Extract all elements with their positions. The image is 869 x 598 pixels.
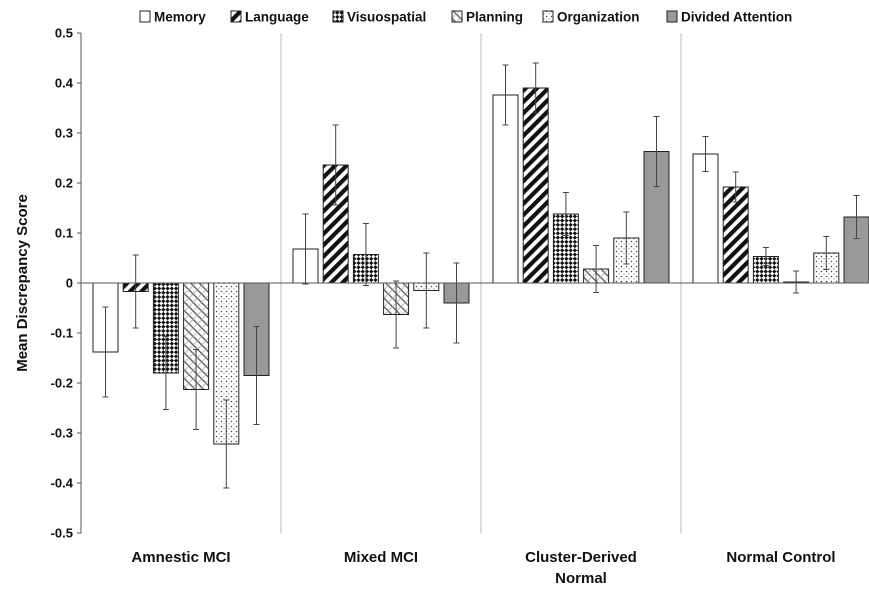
y-tick-label: 0 — [66, 276, 73, 291]
y-tick-label: -0.1 — [51, 326, 73, 341]
y-tick-label: -0.2 — [51, 376, 73, 391]
y-tick-label: 0.5 — [55, 26, 73, 41]
y-tick-label: -0.4 — [51, 476, 74, 491]
legend-label: Planning — [466, 10, 523, 25]
category-label: Cluster-Derived Normal — [525, 549, 637, 587]
category-label: Normal Control — [726, 549, 835, 566]
y-tick-label: 0.4 — [55, 76, 74, 91]
legend-swatch — [666, 10, 678, 23]
bar-language — [722, 186, 749, 284]
y-tick-label: -0.5 — [51, 526, 73, 541]
legend-swatch — [451, 10, 463, 23]
legend-label: Divided Attention — [681, 10, 792, 25]
bar-language — [522, 87, 549, 284]
bars-layer — [92, 87, 869, 445]
legend-swatch — [230, 10, 242, 23]
legend-label: Memory — [154, 10, 206, 25]
axes-layer: 0.5 0.4 0.3 0.2 0.1 0 -0.1 -0.2 -0.3 -0.4 -0.5 Mean… — [14, 26, 869, 587]
y-tick-label: -0.3 — [51, 426, 73, 441]
y-tick-label: 0.2 — [55, 176, 73, 191]
legend-swatch — [542, 10, 554, 23]
legend: Memory Language Visuospatial Planning Organi… — [139, 10, 792, 25]
legend-label: Visuospatial — [347, 10, 426, 25]
error-bars-layer — [102, 62, 860, 489]
legend-label: Language — [245, 10, 309, 25]
legend-label: Organization — [557, 10, 640, 25]
y-tick-label: 0.1 — [55, 226, 73, 241]
category-label: Amnestic MCI — [131, 549, 230, 566]
y-axis-title: Mean Discrepancy Score — [14, 194, 31, 372]
y-tick-label: 0.3 — [55, 126, 73, 141]
category-label: Mixed MCI — [344, 549, 418, 566]
legend-swatch — [139, 10, 151, 23]
legend-swatch — [332, 10, 344, 23]
bar-memory — [692, 153, 719, 284]
